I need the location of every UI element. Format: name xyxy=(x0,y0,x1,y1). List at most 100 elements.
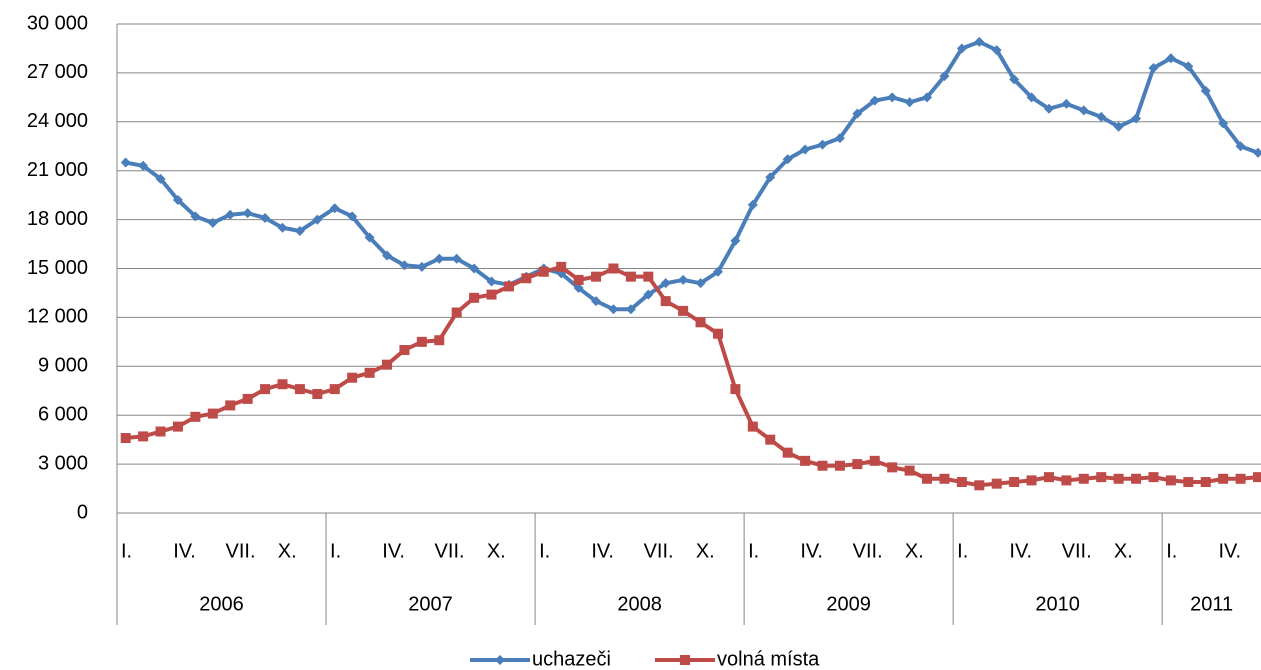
marker xyxy=(1165,475,1176,486)
marker xyxy=(591,296,602,307)
marker xyxy=(573,274,584,285)
marker xyxy=(1253,472,1261,483)
marker xyxy=(190,211,201,222)
x-tick-label: X. xyxy=(1114,540,1133,562)
marker xyxy=(1009,74,1020,85)
marker xyxy=(922,92,933,103)
x-tick-label: IV. xyxy=(1009,540,1032,562)
marker xyxy=(382,250,393,261)
marker xyxy=(138,431,149,442)
x-tick-label: I. xyxy=(539,540,550,562)
marker xyxy=(190,411,201,422)
marker xyxy=(904,97,915,108)
marker xyxy=(1253,147,1261,158)
marker xyxy=(1131,473,1142,484)
marker xyxy=(625,271,636,282)
marker xyxy=(573,283,584,294)
marker xyxy=(207,408,218,419)
y-tick-label: 6 000 xyxy=(38,403,88,425)
marker xyxy=(643,271,654,282)
marker xyxy=(782,447,793,458)
marker xyxy=(1235,141,1246,152)
marker xyxy=(852,108,863,119)
marker xyxy=(765,172,776,183)
y-tick-label: 9 000 xyxy=(38,355,88,377)
marker xyxy=(120,157,131,168)
marker xyxy=(172,421,183,432)
marker xyxy=(1183,477,1194,488)
marker xyxy=(660,296,671,307)
x-group-label: 2008 xyxy=(617,593,662,615)
series-line xyxy=(125,39,1259,312)
marker xyxy=(765,434,776,445)
legend-label: volná místa xyxy=(717,648,820,670)
marker xyxy=(155,173,166,184)
marker xyxy=(294,384,305,395)
marker xyxy=(364,367,375,378)
x-group-label: 2009 xyxy=(826,593,871,615)
x-tick-label: I. xyxy=(957,540,968,562)
marker xyxy=(260,384,271,395)
marker xyxy=(730,235,741,246)
marker xyxy=(1165,53,1176,64)
x-tick-label: I. xyxy=(1166,540,1177,562)
marker xyxy=(138,160,149,171)
marker xyxy=(1235,473,1246,484)
x-tick-label: X. xyxy=(487,540,506,562)
marker xyxy=(277,379,288,390)
marker xyxy=(695,317,706,328)
marker xyxy=(225,209,236,220)
marker xyxy=(1148,63,1159,74)
marker xyxy=(817,460,828,471)
marker xyxy=(643,289,654,300)
x-group-label: 2006 xyxy=(199,593,244,615)
marker xyxy=(451,253,462,264)
marker xyxy=(782,154,793,165)
marker xyxy=(922,473,933,484)
marker xyxy=(399,345,410,355)
marker xyxy=(329,384,340,395)
marker xyxy=(329,203,340,214)
marker xyxy=(434,253,445,264)
x-tick-label: VII. xyxy=(226,540,256,562)
marker xyxy=(680,655,690,665)
marker xyxy=(399,260,410,271)
marker xyxy=(469,292,480,303)
marker xyxy=(834,133,845,144)
marker xyxy=(521,273,532,284)
marker xyxy=(956,43,967,54)
marker xyxy=(904,465,915,476)
x-tick-label: VII. xyxy=(1062,540,1092,562)
y-tick-label: 12 000 xyxy=(27,306,88,328)
marker xyxy=(1061,98,1072,109)
x-tick-label: IV. xyxy=(591,540,614,562)
marker xyxy=(1200,85,1211,96)
marker xyxy=(312,389,323,400)
marker xyxy=(1026,475,1037,486)
marker xyxy=(956,477,967,488)
marker xyxy=(974,36,985,47)
marker xyxy=(747,199,758,210)
x-tick-label: VII. xyxy=(644,540,674,562)
marker xyxy=(277,222,288,233)
x-tick-label: VII. xyxy=(853,540,883,562)
marker xyxy=(852,459,863,470)
marker xyxy=(1026,92,1037,103)
marker xyxy=(486,289,497,300)
marker xyxy=(1148,472,1159,483)
marker xyxy=(364,232,375,243)
marker xyxy=(939,473,950,484)
marker xyxy=(416,261,427,272)
marker xyxy=(1218,118,1229,129)
marker xyxy=(260,212,271,223)
marker xyxy=(120,433,131,444)
marker xyxy=(495,655,505,665)
y-tick-label: 21 000 xyxy=(27,159,88,181)
marker xyxy=(695,278,706,289)
x-group-label: 2010 xyxy=(1035,593,1080,615)
marker xyxy=(242,208,253,219)
marker xyxy=(869,455,880,466)
marker xyxy=(1131,113,1142,124)
marker xyxy=(730,384,741,395)
